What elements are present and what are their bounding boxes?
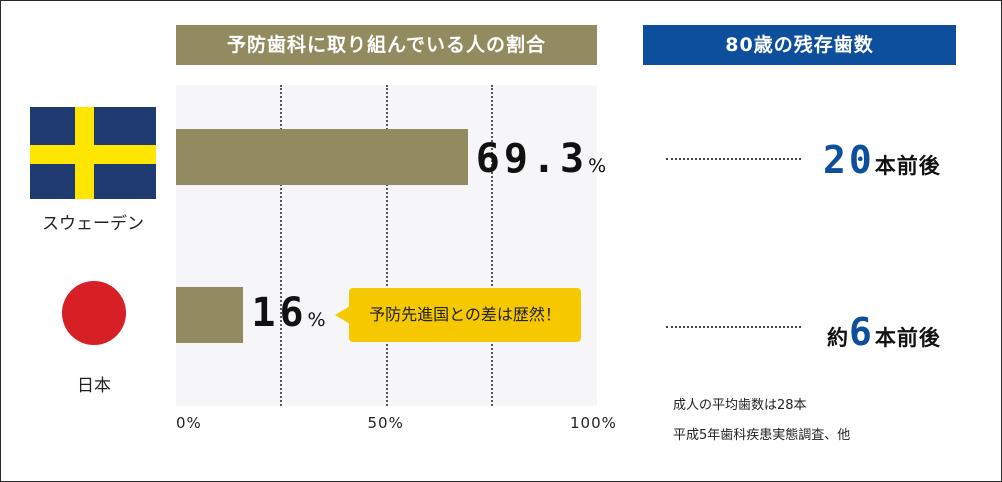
- gridline: [280, 85, 283, 406]
- gridline: [385, 85, 388, 406]
- value-number-sweden: 69.3: [475, 136, 589, 182]
- country-label-japan: 日本: [77, 376, 111, 396]
- teeth-suffix: 本前後: [874, 154, 941, 178]
- teeth-suffix: 本前後: [874, 326, 941, 350]
- sweden-flag: [30, 107, 156, 199]
- country-label-sweden: スウェーデン: [42, 214, 144, 234]
- chart-title-header: 予防歯科に取り組んでいる人の割合: [176, 25, 597, 65]
- remaining-teeth-header: 80歳の残存歯数: [643, 25, 956, 65]
- x-tick-label: 0%: [176, 414, 202, 432]
- teeth-prefix: 約: [827, 326, 849, 350]
- callout-pointer: [335, 306, 350, 324]
- note-average-teeth: 成人の平均歯数は28本: [673, 398, 807, 413]
- remaining-teeth-japan: 約6本前後: [827, 313, 941, 351]
- value-unit-japan: %: [307, 309, 326, 331]
- value-label-japan: 16%: [251, 293, 325, 333]
- value-unit-sweden: %: [588, 155, 607, 177]
- teeth-number: 6: [849, 310, 875, 354]
- japan-flag: [62, 281, 126, 345]
- teeth-number: 20: [823, 138, 875, 182]
- remaining-teeth-sweden: 20本前後: [823, 141, 941, 179]
- value-number-japan: 16: [251, 290, 308, 336]
- bar-japan: [176, 287, 244, 343]
- bar-sweden: [176, 129, 468, 185]
- x-tick-label: 100%: [570, 414, 617, 432]
- leader-dots-sweden: [666, 158, 801, 160]
- plot-area: [176, 85, 597, 406]
- leader-dots-japan: [666, 326, 801, 328]
- callout-bubble: 予防先進国との差は歴然！: [349, 288, 581, 342]
- x-tick-label: 50%: [367, 414, 404, 432]
- gridline: [490, 85, 493, 406]
- note-source: 平成5年歯科疾患実態調査、他: [673, 428, 851, 443]
- sweden-flag-cross-horizontal: [30, 145, 156, 164]
- value-label-sweden: 69.3%: [476, 139, 606, 179]
